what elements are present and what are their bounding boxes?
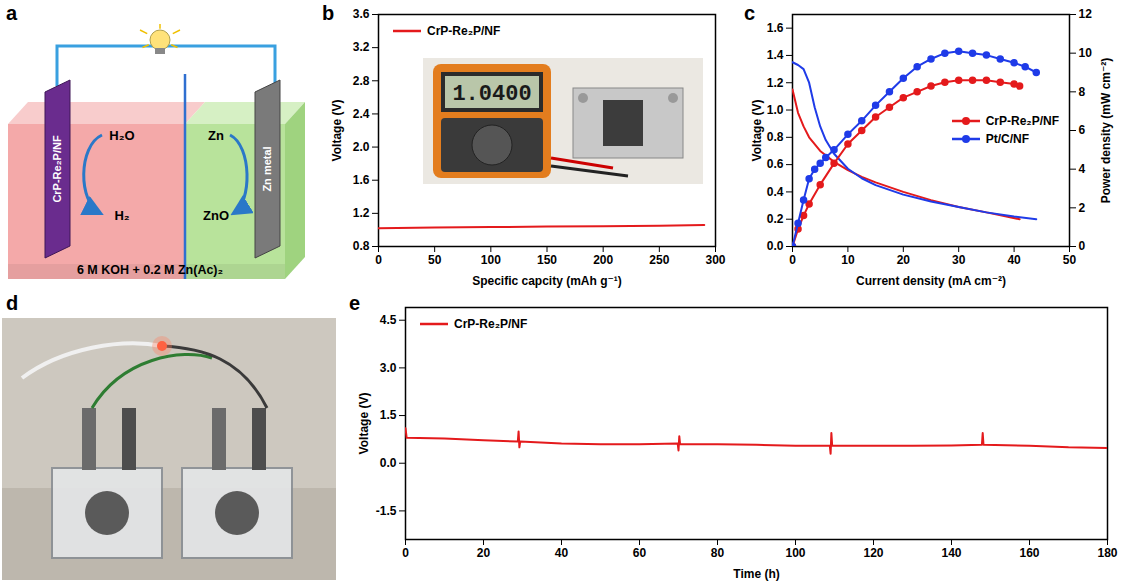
svg-text:2: 2 (1079, 201, 1086, 215)
svg-text:-1.5: -1.5 (376, 504, 397, 518)
html-text:c: c (744, 2, 756, 24)
svg-text:0.0: 0.0 (767, 239, 784, 253)
svg-text:0.2: 0.2 (767, 212, 784, 226)
html-text:CrP-Re₂P/NF: CrP-Re₂P/NF (454, 317, 528, 331)
svg-text:ZnO: ZnO (203, 208, 229, 223)
svg-text:Power density (mW cm⁻²): Power density (mW cm⁻²) (1099, 58, 1113, 204)
svg-text:20: 20 (477, 546, 491, 560)
svg-text:0.8: 0.8 (767, 130, 784, 144)
svg-text:H₂O: H₂O (109, 128, 134, 143)
svg-text:250: 250 (649, 253, 669, 267)
svg-text:200: 200 (593, 253, 613, 267)
svg-text:6: 6 (1079, 123, 1086, 137)
svg-text:Voltage (V): Voltage (V) (357, 393, 371, 455)
svg-text:10: 10 (841, 253, 855, 267)
html-text:CrP-Re₂P/NF: CrP-Re₂P/NF (985, 114, 1059, 128)
svg-text:1.2: 1.2 (353, 206, 370, 220)
svg-text:300: 300 (705, 253, 725, 267)
svg-text:0.8: 0.8 (353, 239, 370, 253)
svg-text:1.4: 1.4 (767, 48, 784, 62)
svg-text:Time (h): Time (h) (733, 567, 779, 581)
svg-text:0: 0 (1079, 239, 1086, 253)
html-text:e: e (349, 292, 361, 314)
svg-text:CrP-Re₂P/NF: CrP-Re₂P/NF (51, 135, 63, 203)
svg-text:0.4: 0.4 (767, 185, 784, 199)
svg-text:150: 150 (537, 253, 557, 267)
svg-text:3.6: 3.6 (353, 7, 370, 21)
svg-text:60: 60 (633, 546, 647, 560)
svg-text:0.6: 0.6 (767, 157, 784, 171)
html-text:a: a (6, 2, 18, 24)
svg-text:Voltage (V): Voltage (V) (750, 100, 764, 162)
svg-text:Zn metal: Zn metal (261, 146, 273, 191)
svg-text:Specific capcity (mAh g⁻¹): Specific capcity (mAh g⁻¹) (472, 274, 622, 288)
svg-text:2.4: 2.4 (353, 107, 370, 121)
svg-text:3.2: 3.2 (353, 40, 370, 54)
svg-text:Voltage (V): Voltage (V) (330, 100, 344, 162)
svg-text:100: 100 (481, 253, 501, 267)
svg-text:12: 12 (1079, 7, 1093, 21)
svg-text:20: 20 (897, 253, 911, 267)
svg-text:50: 50 (428, 253, 442, 267)
svg-text:4: 4 (1079, 162, 1086, 176)
svg-text:1.0: 1.0 (767, 103, 784, 117)
svg-text:40: 40 (1007, 253, 1021, 267)
svg-text:H₂: H₂ (114, 208, 129, 223)
svg-text:140: 140 (941, 546, 961, 560)
html-text:Pt/C/NF: Pt/C/NF (985, 132, 1029, 146)
svg-text:1.6: 1.6 (353, 173, 370, 187)
svg-text:10: 10 (1079, 46, 1093, 60)
svg-text:2.0: 2.0 (353, 140, 370, 154)
svg-text:0: 0 (375, 253, 382, 267)
html-text:CrP-Re₂P/NF: CrP-Re₂P/NF (427, 24, 501, 38)
svg-text:Zn: Zn (208, 128, 224, 143)
html-text:d: d (6, 292, 19, 314)
svg-text:180: 180 (1097, 546, 1117, 560)
svg-text:0: 0 (789, 253, 796, 267)
html-text:b: b (322, 2, 335, 24)
svg-text:6 M KOH + 0.2 M Zn(Ac)₂: 6 M KOH + 0.2 M Zn(Ac)₂ (77, 263, 223, 277)
svg-text:8: 8 (1079, 85, 1086, 99)
svg-text:2.8: 2.8 (353, 74, 370, 88)
svg-text:1.2: 1.2 (767, 76, 784, 90)
svg-text:40: 40 (555, 546, 569, 560)
svg-text:1.6: 1.6 (767, 21, 784, 35)
svg-text:1.0400: 1.0400 (452, 82, 531, 107)
svg-text:0.0: 0.0 (380, 456, 397, 470)
svg-text:50: 50 (1063, 253, 1077, 267)
svg-text:1.5: 1.5 (380, 408, 397, 422)
svg-text:100: 100 (785, 546, 805, 560)
svg-text:3.0: 3.0 (380, 361, 397, 375)
svg-text:Current density (mA cm⁻²): Current density (mA cm⁻²) (856, 274, 1006, 288)
svg-text:160: 160 (1019, 546, 1039, 560)
svg-text:4.5: 4.5 (380, 313, 397, 327)
svg-text:80: 80 (711, 546, 725, 560)
svg-text:0: 0 (402, 546, 409, 560)
svg-text:30: 30 (952, 253, 966, 267)
svg-text:120: 120 (863, 546, 883, 560)
